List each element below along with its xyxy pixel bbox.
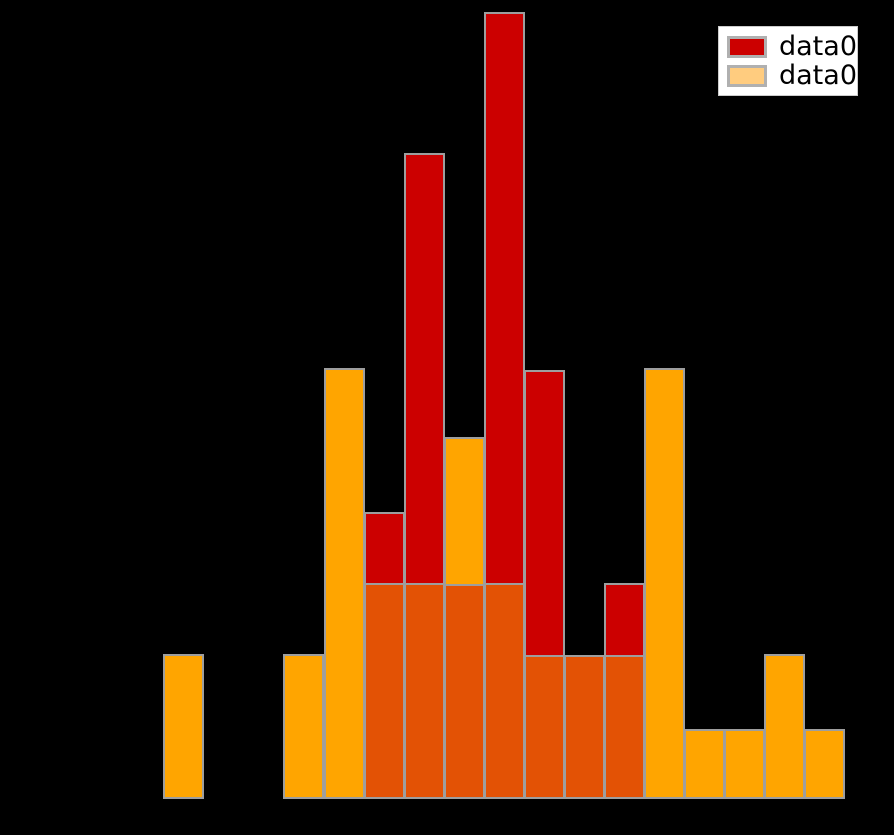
bar-data02-14	[804, 729, 845, 799]
legend-swatch-data01	[727, 35, 767, 58]
bar-data02-13	[764, 654, 805, 799]
bar-data02-2	[324, 368, 365, 799]
legend-entry-data02[interactable]: data02	[727, 62, 874, 89]
bar-data02-10	[644, 368, 685, 799]
bar-overlap-7	[524, 655, 565, 799]
legend-entry-data01[interactable]: data01	[727, 33, 874, 60]
bar-data02-1	[283, 654, 324, 799]
bar-overlap-3	[364, 583, 405, 799]
bar-data02-11	[684, 729, 725, 799]
legend-label-data01: data01	[779, 31, 875, 62]
bar-overlap-6	[484, 583, 525, 799]
bar-data02-12	[724, 729, 765, 799]
bar-overlap-8	[564, 655, 605, 799]
chart-legend[interactable]: data01 data02	[718, 26, 874, 96]
legend-label-data02: data02	[779, 60, 875, 91]
bar-data02-0	[163, 654, 204, 799]
legend-swatch-data02	[727, 64, 767, 87]
bar-data02-5	[444, 437, 485, 586]
bar-overlap-9	[604, 655, 645, 799]
bar-overlap-5	[444, 584, 485, 799]
bar-overlap-4	[404, 583, 445, 799]
